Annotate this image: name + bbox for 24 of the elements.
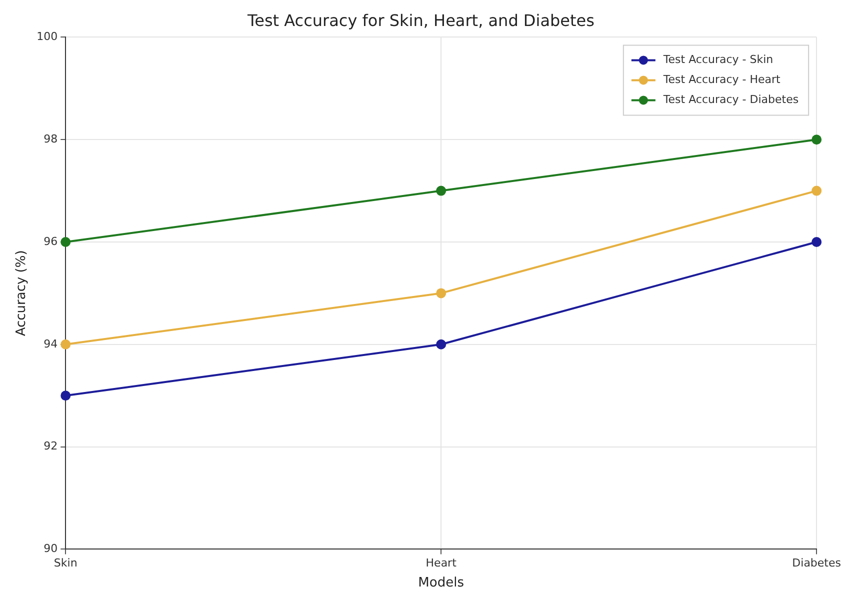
y-axis-title: Accuracy (%) (14, 250, 30, 336)
y-tick-label: 90 (44, 542, 58, 556)
point (812, 186, 822, 196)
y-tick-label: 100 (36, 30, 58, 44)
point (812, 237, 822, 247)
x-tick-label: Diabetes (792, 556, 842, 570)
legend-label: Test Accuracy - Heart (662, 73, 782, 86)
point (436, 339, 446, 350)
x-tick-label: Heart (426, 556, 458, 570)
point (812, 134, 822, 145)
y-tick-label: 92 (44, 440, 58, 453)
x-axis-title: Models (418, 576, 464, 591)
point (436, 186, 446, 196)
y-tick-label: 98 (44, 132, 58, 146)
point (60, 237, 71, 247)
legend-label: Test Accuracy - Skin (662, 53, 774, 66)
point (60, 390, 71, 401)
chart-title: Test Accuracy for Skin, Heart, and Diabetes (246, 10, 594, 30)
legend-label: Test Accuracy - Diabetes (662, 93, 799, 106)
point (436, 288, 446, 298)
y-tick-label: 94 (44, 337, 58, 350)
point (60, 339, 71, 350)
x-tick-label: Skin (54, 556, 78, 570)
y-tick-label: 96 (44, 234, 58, 248)
